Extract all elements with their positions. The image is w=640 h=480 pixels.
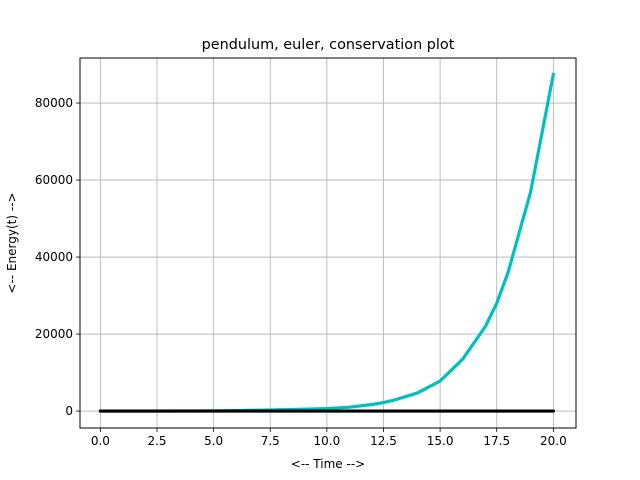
plot-frame xyxy=(79,57,577,429)
x-tick-label: 10.0 xyxy=(314,434,341,448)
x-tick-label: 0.0 xyxy=(91,434,110,448)
y-axis-ticks: 0 20000 40000 60000 80000 xyxy=(35,96,80,418)
x-tick-label: 20.0 xyxy=(540,434,567,448)
x-axis-ticks: 0.0 2.5 5.0 7.5 10.0 12.5 15.0 17.5 20.0 xyxy=(91,428,567,448)
x-tick-label: 12.5 xyxy=(370,434,397,448)
x-tick-label: 15.0 xyxy=(427,434,454,448)
x-axis-label: <-- Time --> xyxy=(291,457,365,471)
x-tick-label: 7.5 xyxy=(261,434,280,448)
y-tick-label: 40000 xyxy=(35,250,73,264)
x-tick-label: 2.5 xyxy=(147,434,166,448)
y-tick-label: 80000 xyxy=(35,96,73,110)
x-tick-label: 5.0 xyxy=(204,434,223,448)
y-tick-label: 20000 xyxy=(35,327,73,341)
y-tick-label: 0 xyxy=(65,404,73,418)
series-layer xyxy=(98,72,555,413)
y-tick-label: 60000 xyxy=(35,173,73,187)
y-axis-label: <-- Energy(t) --> xyxy=(5,192,19,293)
x-tick-label: 17.5 xyxy=(483,434,510,448)
chart-title: pendulum, euler, conservation plot xyxy=(202,37,455,53)
